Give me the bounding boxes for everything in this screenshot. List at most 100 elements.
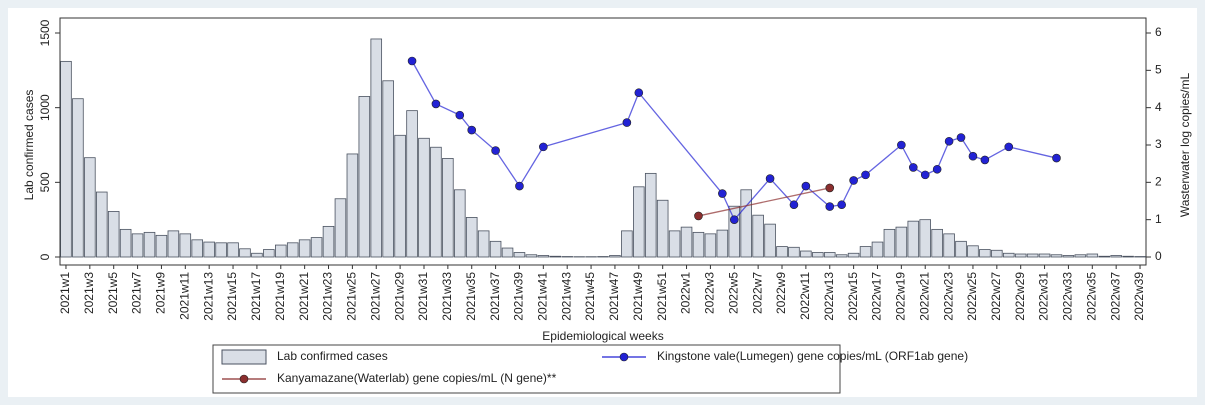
x-tick-label: 2022w23 (941, 272, 955, 321)
bar (609, 255, 621, 258)
x-tick-label: 2021w15 (225, 272, 239, 321)
line-marker (634, 88, 644, 98)
x-tick-label: 2021w3 (82, 272, 96, 314)
bar (883, 228, 896, 258)
x-tick-label: 2021w17 (249, 272, 263, 321)
bar (346, 153, 359, 258)
bar (501, 247, 514, 258)
y2-tick-label: 4 (1155, 100, 1162, 114)
x-tick-label: 2022w11 (798, 272, 812, 320)
line-marker (944, 136, 954, 146)
bar (84, 157, 96, 258)
bar (644, 172, 657, 258)
x-tick-label: 2021w47 (607, 272, 621, 321)
bar (656, 199, 669, 258)
x-tick-label: 2021w13 (201, 272, 215, 321)
line-marker (897, 140, 906, 150)
line-marker (407, 56, 417, 66)
line-marker (932, 164, 942, 174)
x-tick-label: 2022w5 (726, 272, 740, 314)
bar (465, 217, 478, 258)
bar (788, 246, 800, 258)
bar (322, 225, 335, 258)
bar (812, 252, 824, 258)
line-marker (491, 146, 500, 155)
line-marker (861, 170, 870, 180)
x-tick-label: 2021w43 (559, 272, 573, 321)
line-marker (765, 174, 775, 183)
bar (549, 255, 562, 258)
bar (1122, 255, 1134, 258)
bar (633, 186, 645, 258)
bar (1038, 253, 1051, 258)
line-marker (908, 163, 918, 172)
line-segment (471, 129, 497, 152)
y2-tick-label: 1 (1155, 212, 1162, 226)
y2-axis-title: Wasterwater log copies/mL (1178, 73, 1192, 218)
y-tick-label: 500 (38, 172, 52, 192)
x-tick-label: 2022w1 (679, 272, 693, 314)
line-segment (984, 146, 1010, 161)
line-marker (837, 200, 846, 210)
x-tick-label: 2022w29 (1013, 272, 1027, 321)
line-marker (825, 183, 835, 193)
bar (740, 189, 752, 258)
bar (179, 233, 192, 258)
bar (847, 252, 860, 258)
x-tick-label: 2021w11 (177, 272, 191, 320)
bar (191, 239, 204, 258)
chart-area (8, 8, 1197, 397)
bar (668, 230, 681, 258)
bar (752, 214, 764, 258)
y2-tick-label: 3 (1155, 137, 1162, 151)
bar (286, 242, 299, 258)
x-tick-label: 2022w25 (965, 272, 979, 321)
line-marker (539, 142, 548, 152)
bar (1086, 253, 1099, 258)
bar (119, 228, 132, 258)
x-tick-label: 2022w33 (1061, 272, 1075, 321)
bar (859, 246, 872, 258)
x-tick-label: 2021w49 (631, 272, 645, 321)
x-tick-label: 2021w25 (345, 272, 359, 321)
y-axis-title: Lab confirmed cases (22, 90, 36, 201)
bar (537, 255, 550, 258)
x-tick-label: 2021w7 (130, 272, 144, 314)
line-marker (801, 181, 811, 191)
line-marker (968, 151, 978, 161)
bar (907, 220, 920, 258)
bar (251, 252, 263, 258)
x-tick-label: 2021w33 (440, 272, 454, 321)
bar (418, 137, 430, 258)
bar (1062, 255, 1075, 258)
x-tick-label: 2022w31 (1037, 272, 1051, 321)
bar (716, 229, 729, 258)
bar (728, 205, 741, 258)
line-marker (980, 155, 990, 165)
x-tick-label: 2021w1 (58, 272, 72, 314)
line-segment (626, 92, 640, 123)
line-marker (694, 211, 703, 221)
bar (72, 98, 84, 258)
line-segment (733, 178, 771, 221)
x-tick-label: 2021w9 (154, 272, 168, 314)
legend-swatch (221, 349, 267, 365)
bar (239, 248, 251, 258)
bar (489, 240, 502, 258)
bar (155, 234, 168, 258)
legend-label: Kingstone vale(Lumegen) gene copies/mL (… (657, 349, 968, 363)
bar (979, 249, 991, 258)
line-segment (435, 103, 461, 116)
x-tick-label: 2021w41 (536, 272, 550, 321)
y2-tick-label: 2 (1155, 175, 1162, 189)
bar (823, 252, 836, 258)
line-marker (849, 176, 858, 185)
legend-label: Kanyamazane(Waterlab) gene copies/mL (N … (277, 371, 557, 385)
bar (275, 244, 287, 258)
line-segment (769, 178, 795, 206)
bar (919, 219, 931, 258)
bar (298, 239, 311, 258)
x-tick-label: 2021w31 (416, 272, 430, 321)
bar (382, 80, 394, 258)
